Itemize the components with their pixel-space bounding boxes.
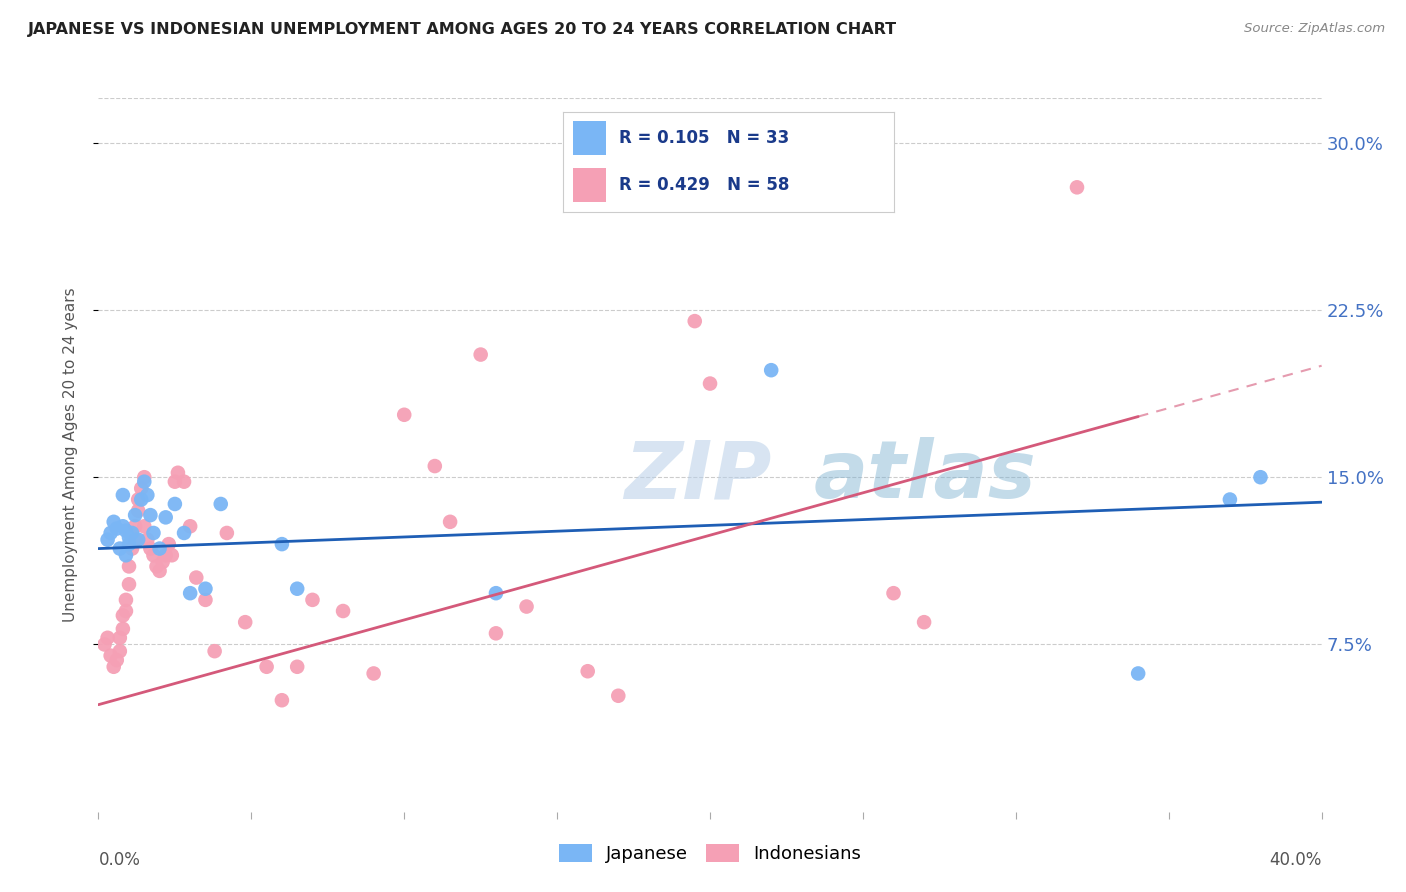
Point	[363, 666, 385, 681]
Point	[423, 459, 446, 474]
Point	[194, 582, 217, 596]
Point	[332, 604, 354, 618]
Point	[683, 314, 706, 328]
Point	[139, 541, 162, 556]
Text: 40.0%: 40.0%	[1270, 851, 1322, 869]
Point	[134, 475, 156, 489]
Point	[111, 622, 134, 636]
Point	[142, 526, 165, 541]
Text: 0.0%: 0.0%	[98, 851, 141, 869]
Point	[124, 519, 146, 533]
Point	[142, 548, 165, 563]
Point	[149, 564, 172, 578]
Point	[912, 615, 935, 630]
Point	[108, 644, 131, 658]
Point	[215, 526, 238, 541]
Point	[194, 592, 217, 607]
Point	[97, 533, 120, 547]
Point	[485, 586, 508, 600]
Point	[108, 631, 131, 645]
Point	[883, 586, 905, 600]
Point	[256, 660, 278, 674]
Point	[111, 608, 134, 623]
Point	[607, 689, 630, 703]
Point	[124, 508, 146, 523]
Point	[97, 631, 120, 645]
Point	[124, 533, 146, 547]
Point	[93, 637, 115, 651]
Point	[233, 615, 256, 630]
Point	[105, 653, 128, 667]
Point	[470, 348, 492, 362]
Point	[118, 559, 141, 574]
Point	[270, 537, 292, 551]
Text: atlas: atlas	[814, 437, 1036, 516]
Point	[699, 376, 721, 391]
Point	[759, 363, 782, 377]
Point	[115, 548, 138, 563]
Point	[111, 519, 134, 533]
Point	[108, 541, 131, 556]
Point	[121, 541, 143, 556]
Point	[173, 526, 195, 541]
Point	[163, 475, 186, 489]
Point	[118, 530, 141, 544]
Point	[516, 599, 538, 614]
Point	[115, 604, 138, 618]
Point	[1249, 470, 1271, 484]
Point	[179, 586, 201, 600]
Point	[118, 577, 141, 591]
Point	[118, 537, 141, 551]
Point	[136, 488, 159, 502]
Point	[121, 526, 143, 541]
Point	[127, 503, 149, 517]
Point	[1128, 666, 1150, 681]
Point	[285, 660, 308, 674]
Text: ZIP: ZIP	[624, 437, 772, 516]
Point	[204, 644, 226, 658]
Point	[103, 515, 125, 529]
Point	[149, 541, 172, 556]
Point	[155, 510, 177, 524]
Y-axis label: Unemployment Among Ages 20 to 24 years: Unemployment Among Ages 20 to 24 years	[63, 287, 77, 623]
Point	[115, 592, 138, 607]
Legend: Japanese, Indonesians: Japanese, Indonesians	[553, 837, 868, 871]
Point	[270, 693, 292, 707]
Point	[160, 548, 183, 563]
Point	[167, 466, 190, 480]
Point	[186, 571, 208, 585]
Point	[155, 548, 177, 563]
Point	[103, 660, 125, 674]
Point	[157, 537, 180, 551]
Text: JAPANESE VS INDONESIAN UNEMPLOYMENT AMONG AGES 20 TO 24 YEARS CORRELATION CHART: JAPANESE VS INDONESIAN UNEMPLOYMENT AMON…	[28, 22, 897, 37]
Point	[485, 626, 508, 640]
Point	[127, 492, 149, 507]
Point	[127, 533, 149, 547]
Point	[576, 664, 599, 678]
Point	[301, 592, 323, 607]
Point	[1219, 492, 1241, 507]
Point	[115, 524, 138, 538]
Point	[392, 408, 416, 422]
Point	[163, 497, 186, 511]
Point	[100, 526, 122, 541]
Point	[111, 488, 134, 502]
Point	[136, 533, 159, 547]
Point	[134, 519, 156, 533]
Point	[134, 470, 156, 484]
Point	[139, 508, 162, 523]
Point	[105, 521, 128, 535]
Point	[100, 648, 122, 663]
Point	[152, 555, 174, 569]
Text: Source: ZipAtlas.com: Source: ZipAtlas.com	[1244, 22, 1385, 36]
Point	[285, 582, 308, 596]
Point	[179, 519, 201, 533]
Point	[209, 497, 232, 511]
Point	[145, 559, 167, 574]
Point	[129, 492, 152, 507]
Point	[173, 475, 195, 489]
Point	[129, 482, 152, 496]
Point	[439, 515, 461, 529]
Point	[1066, 180, 1088, 194]
